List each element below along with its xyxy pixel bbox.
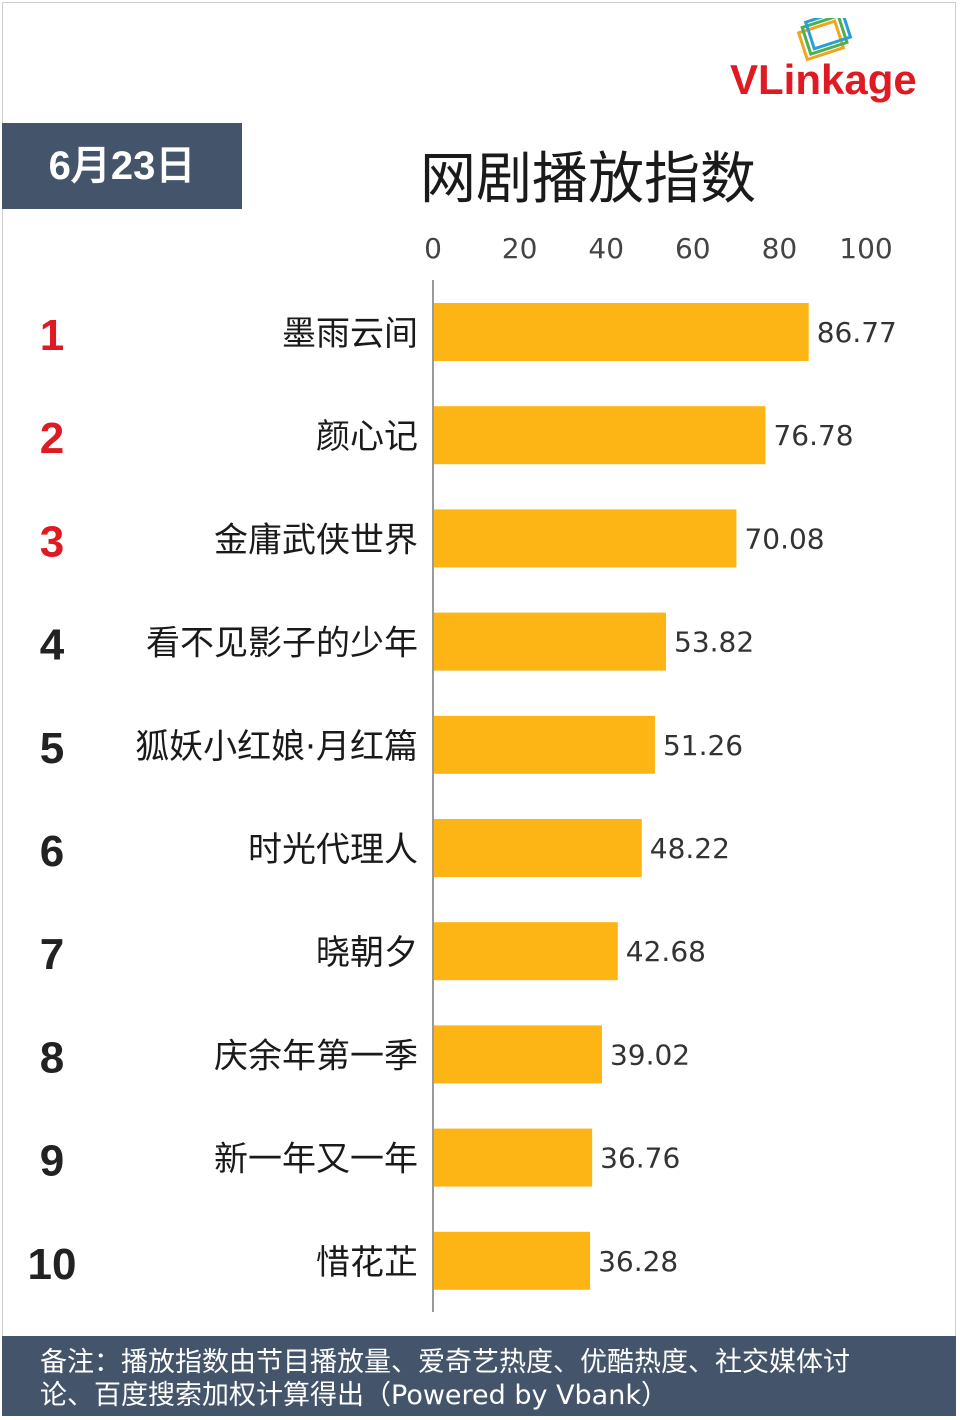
category-label: 时光代理人: [248, 830, 418, 870]
date-badge: 6月23日: [2, 123, 242, 209]
value-label: 39.02: [610, 1038, 690, 1071]
rank-number: 1: [40, 311, 64, 360]
footnote-line-2: 论、百度搜索加权计算得出（Powered by Vbank）: [40, 1380, 668, 1411]
rank-number: 5: [40, 724, 64, 773]
bar: [434, 612, 667, 671]
rank-number: 10: [28, 1240, 77, 1289]
logo-cards-icon: [796, 18, 853, 62]
value-label: 76.78: [773, 419, 853, 452]
rank-number: 2: [40, 414, 64, 463]
value-label: 42.68: [626, 935, 706, 968]
category-label: 颜心记: [316, 417, 418, 457]
value-label: 70.08: [744, 522, 824, 555]
x-tick-label: 60: [675, 232, 711, 265]
rank-number: 3: [40, 517, 64, 566]
chart-title: 网剧播放指数: [420, 147, 756, 212]
logo-text-part1: VLink: [730, 56, 845, 103]
bar: [434, 715, 655, 774]
value-label: 53.82: [674, 626, 754, 659]
logo-wordmark: VLinkage: [730, 56, 917, 104]
bar: [434, 1231, 591, 1290]
bar: [434, 1025, 602, 1084]
rank-number: 7: [40, 930, 64, 979]
category-label: 看不见影子的少年: [146, 624, 418, 664]
bar: [434, 406, 766, 465]
bar: [434, 1128, 593, 1187]
category-label: 晓朝夕: [316, 933, 418, 973]
value-label: 48.22: [650, 832, 730, 865]
logo-text-part2: age: [844, 56, 917, 103]
category-label: 墨雨云间: [282, 314, 418, 354]
rank-number: 8: [40, 1033, 64, 1082]
x-tick-label: 20: [502, 232, 538, 265]
bar: [434, 922, 618, 981]
value-label: 51.26: [663, 729, 743, 762]
footnote: 备注：播放指数由节目播放量、爱奇艺热度、优酷热度、社交媒体讨 论、百度搜索加权计…: [2, 1336, 956, 1416]
bar: [434, 819, 642, 877]
bar: [434, 509, 737, 568]
x-tick-label: 40: [588, 232, 624, 265]
value-label: 86.77: [817, 316, 897, 349]
vlinkage-logo: VLinkage: [730, 18, 955, 108]
category-label: 庆余年第一季: [214, 1036, 418, 1076]
value-label: 36.28: [598, 1245, 678, 1278]
rank-number: 9: [40, 1137, 64, 1186]
category-label: 惜花芷: [316, 1243, 418, 1283]
footnote-line-1: 备注：播放指数由节目播放量、爱奇艺热度、优酷热度、社交媒体讨: [40, 1347, 850, 1378]
bar: [434, 303, 809, 361]
category-label: 金庸武侠世界: [214, 520, 418, 560]
x-tick-label: 0: [424, 232, 442, 265]
rank-number: 4: [40, 621, 65, 670]
value-label: 36.76: [600, 1142, 680, 1175]
rank-number: 6: [40, 827, 64, 876]
category-label: 狐妖小红娘·月红篇: [135, 727, 418, 767]
category-label: 新一年又一年: [214, 1140, 418, 1180]
x-tick-label: 100: [839, 232, 892, 265]
bar-chart: 0 20 40 60 80 100 1 墨雨云间 86.77 2 颜心记 76.78 3 金庸武侠世界 70…: [28, 232, 897, 1312]
x-tick-label: 80: [762, 232, 798, 265]
